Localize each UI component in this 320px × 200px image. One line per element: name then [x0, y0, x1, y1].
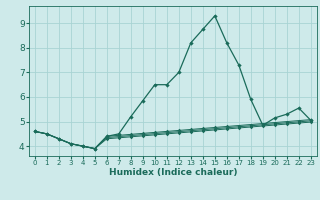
X-axis label: Humidex (Indice chaleur): Humidex (Indice chaleur) [108, 168, 237, 177]
